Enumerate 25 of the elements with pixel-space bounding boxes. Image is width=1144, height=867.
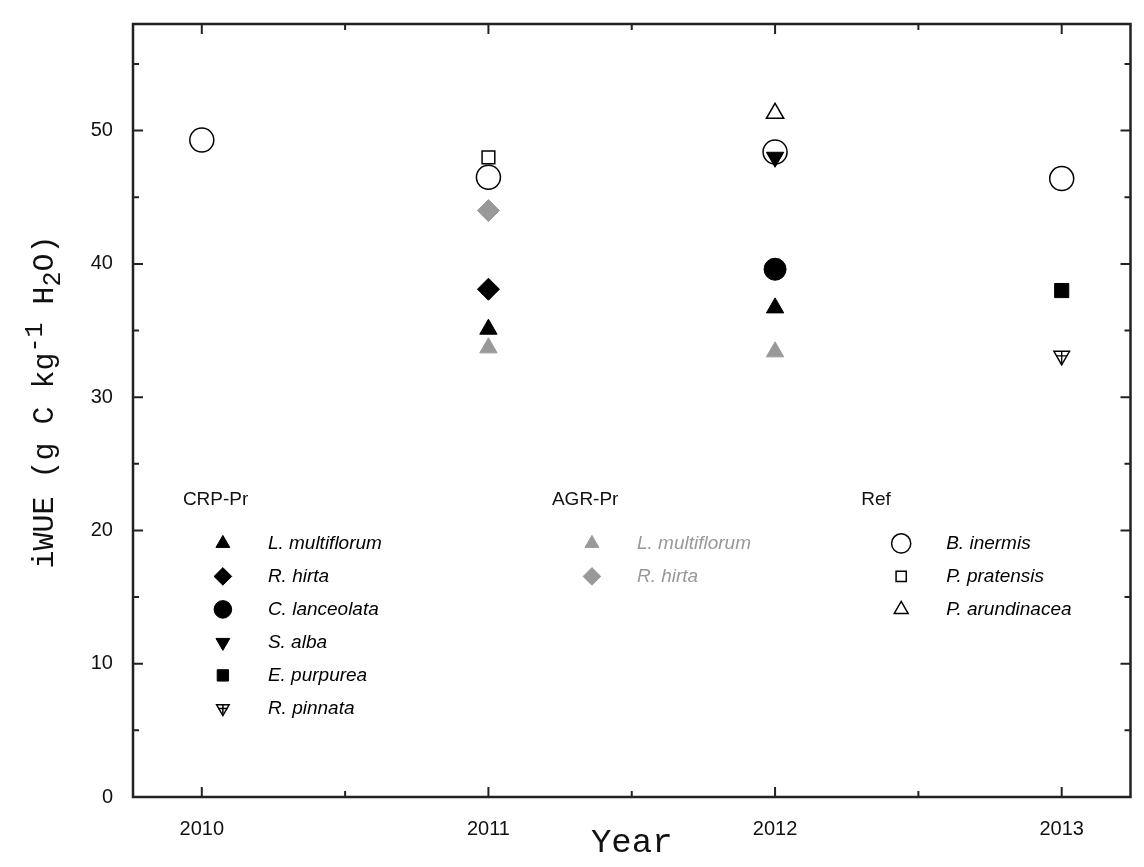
legend-label: L. multiflorum [636, 531, 751, 553]
x-tick-label: 2010 [179, 816, 225, 839]
x-tick-label: 2011 [466, 816, 510, 839]
y-tick-label: 10 [90, 651, 113, 674]
y-tick-label: 30 [90, 384, 113, 407]
legend-label: S. alba [267, 630, 328, 652]
y-tick-label: 0 [101, 784, 113, 807]
annotation: Ref [861, 487, 892, 509]
legend-label: B. inermis [946, 531, 1032, 553]
x-tick-label: 2012 [752, 816, 798, 839]
legend-label: E. purpurea [267, 663, 368, 685]
legend-label: C. lanceolata [267, 597, 379, 619]
y-tick-label: 40 [90, 251, 113, 274]
legend-label: P. arundinacea [946, 597, 1072, 619]
x-tick-label: 2013 [1039, 816, 1084, 839]
legend-label: R. hirta [636, 564, 699, 586]
annotation: CRP-Pr [182, 487, 249, 509]
x-axis-title: Year [590, 823, 673, 862]
annotation: AGR-Pr [551, 487, 620, 509]
legend-label: L. multiflorum [267, 531, 382, 553]
y-tick-label: 20 [90, 517, 113, 540]
legend-label: P. pratensis [946, 564, 1045, 586]
y-tick-label: 50 [90, 118, 113, 141]
legend-label: R. hirta [267, 564, 330, 586]
legend-label: R. pinnata [267, 696, 355, 718]
